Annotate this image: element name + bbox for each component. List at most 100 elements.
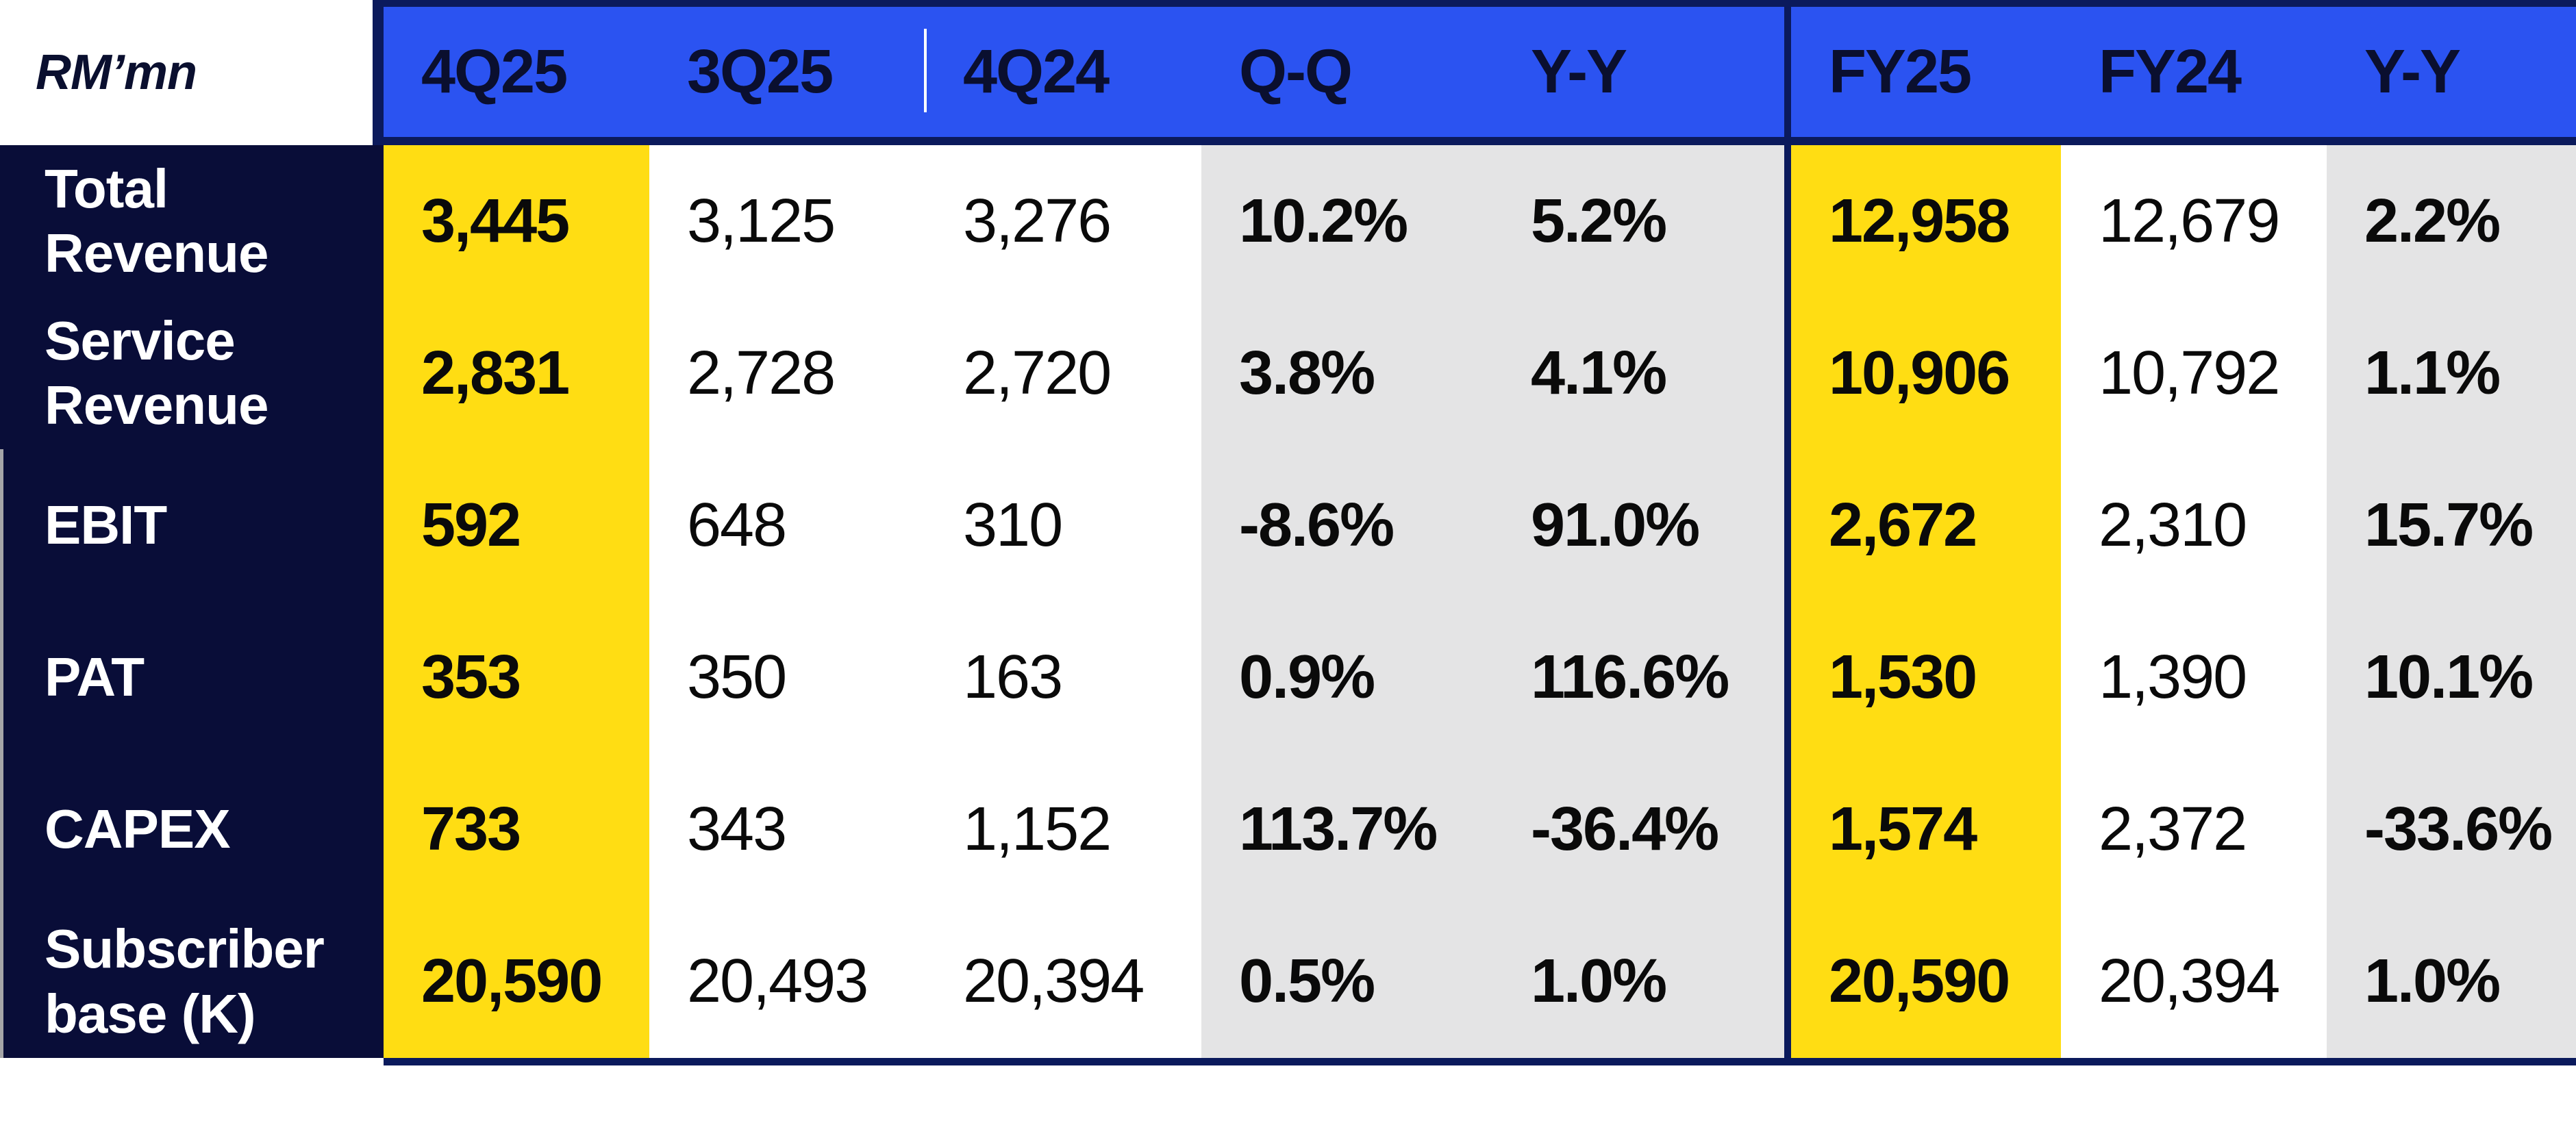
cell-value: 1,152 (963, 794, 1112, 863)
col-header-label: FY25 (1829, 37, 1972, 106)
col-header-label: Y-Y (2364, 37, 2461, 106)
cell-value: 1,574 (1829, 794, 1977, 863)
cell-value: 113.7% (1239, 794, 1438, 863)
col-header-label: 3Q25 (687, 37, 834, 106)
value-cell: 1.1% (2327, 297, 2576, 449)
row-label-text: PAT (45, 646, 145, 707)
header-column-divider-line (924, 29, 927, 112)
value-cell: 116.6% (1493, 601, 1784, 753)
value-cell: 20,590 (1791, 905, 2061, 1058)
value-cell: 310 (925, 449, 1201, 601)
cell-value: 20,394 (2099, 947, 2280, 1015)
cell-value: 343 (687, 794, 787, 863)
value-cell: -8.6% (1201, 449, 1493, 601)
cell-value: 15.7% (2364, 490, 2534, 559)
bottom-spacer (0, 1058, 384, 1065)
section-divider (1784, 753, 1791, 905)
cell-value: 10.1% (2364, 642, 2534, 711)
cell-value: 20,493 (687, 947, 868, 1015)
unit-label-cell: RM’mn (0, 0, 384, 145)
value-cell: 2,720 (925, 297, 1201, 449)
value-cell: 3,276 (925, 145, 1201, 297)
col-header-yy-quarterly: Y-Y (1493, 0, 1784, 145)
col-header-3q25: 3Q25 (649, 0, 925, 145)
cell-value: 350 (687, 642, 787, 711)
value-cell: 3,445 (384, 145, 649, 297)
row-label-service-revenue: Service Revenue (0, 297, 384, 449)
cell-value: 20,590 (421, 947, 603, 1015)
cell-value: 5.2% (1531, 186, 1667, 255)
cell-value: 91.0% (1531, 490, 1700, 559)
row-label-capex: CAPEX (0, 753, 384, 905)
value-cell: 2,831 (384, 297, 649, 449)
row-label-total-revenue: Total Revenue (0, 145, 384, 297)
value-cell: 1,152 (925, 753, 1201, 905)
col-header-label: FY24 (2099, 37, 2242, 106)
cell-value: 1.1% (2364, 338, 2501, 407)
cell-value: -36.4% (1531, 794, 1719, 863)
cell-value: 592 (421, 490, 521, 559)
cell-value: 2,728 (687, 338, 836, 407)
col-header-label: Q-Q (1239, 37, 1353, 106)
section-divider (1784, 145, 1791, 297)
cell-value: 10.2% (1239, 186, 1408, 255)
row-label-text: CAPEX (45, 798, 231, 859)
cell-value: 10,792 (2099, 338, 2280, 407)
value-cell: 20,590 (384, 905, 649, 1058)
cell-value: 733 (421, 794, 521, 863)
value-cell: 12,958 (1791, 145, 2061, 297)
value-cell: 648 (649, 449, 925, 601)
section-divider (1784, 601, 1791, 753)
cell-value: 2,372 (2099, 794, 2247, 863)
cell-value: 12,679 (2099, 186, 2280, 255)
value-cell: 353 (384, 601, 649, 753)
value-cell: 1.0% (1493, 905, 1784, 1058)
col-header-yy-fullyear: Y-Y (2327, 0, 2576, 145)
row-label-text: Service Revenue (45, 310, 268, 436)
cell-value: -8.6% (1239, 490, 1395, 559)
cell-value: 116.6% (1531, 642, 1729, 711)
cell-value: 12,958 (1829, 186, 2010, 255)
cell-value: 2,310 (2099, 490, 2247, 559)
value-cell: -36.4% (1493, 753, 1784, 905)
cell-value: 1,530 (1829, 642, 1977, 711)
cell-value: 10,906 (1829, 338, 2010, 407)
cell-value: 20,394 (963, 947, 1145, 1015)
value-cell: 20,394 (925, 905, 1201, 1058)
cell-value: 2.2% (2364, 186, 2501, 255)
cell-value: -33.6% (2364, 794, 2553, 863)
cell-value: 2,831 (421, 338, 570, 407)
value-cell: 343 (649, 753, 925, 905)
value-cell: 15.7% (2327, 449, 2576, 601)
col-header-label: 4Q24 (963, 37, 1110, 106)
cell-value: 0.5% (1239, 947, 1375, 1015)
value-cell: 20,394 (2061, 905, 2327, 1058)
cell-value: 4.1% (1531, 338, 1667, 407)
results-grid: RM’mn 4Q25 3Q25 4Q24 Q-Q Y-Y FY25 FY24 Y… (0, 0, 2576, 1065)
col-header-qq: Q-Q (1201, 0, 1493, 145)
col-header-4q25: 4Q25 (384, 0, 649, 145)
section-divider (1784, 297, 1791, 449)
value-cell: 20,493 (649, 905, 925, 1058)
unit-label: RM’mn (36, 45, 197, 100)
value-cell: 12,679 (2061, 145, 2327, 297)
cell-value: 1,390 (2099, 642, 2247, 711)
value-cell: 5.2% (1493, 145, 1784, 297)
value-cell: 2.2% (2327, 145, 2576, 297)
value-cell: 163 (925, 601, 1201, 753)
value-cell: 592 (384, 449, 649, 601)
section-divider (1784, 449, 1791, 601)
cell-value: 3.8% (1239, 338, 1375, 407)
row-label-pat: PAT (0, 601, 384, 753)
value-cell: 1.0% (2327, 905, 2576, 1058)
cell-value: 2,672 (1829, 490, 1977, 559)
value-cell: 2,672 (1791, 449, 2061, 601)
value-cell: 1,530 (1791, 601, 2061, 753)
cell-value: 648 (687, 490, 787, 559)
cell-value: 1.0% (1531, 947, 1667, 1015)
cell-value: 3,445 (421, 186, 570, 255)
value-cell: -33.6% (2327, 753, 2576, 905)
value-cell: 4.1% (1493, 297, 1784, 449)
cell-value: 3,125 (687, 186, 836, 255)
